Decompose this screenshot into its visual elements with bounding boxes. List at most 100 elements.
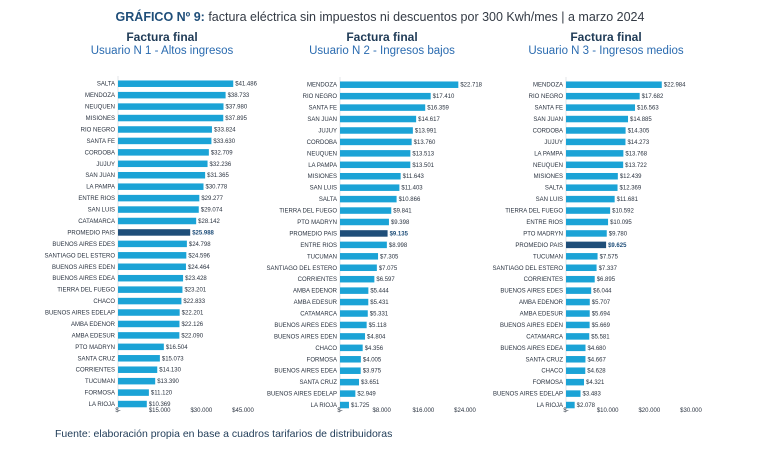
category-label: BUENOS AIRES EDEN [52,265,115,271]
bar [118,400,147,408]
category-label: TIERRA DEL FUEGO [279,209,337,215]
bar-highlight [118,229,191,236]
bar [118,160,208,168]
bar [566,321,590,329]
value-label: $24.596 [188,253,210,259]
category-label: CORDOBA [85,150,115,156]
category-label: CATAMARCA [300,312,337,318]
value-label: $9.625 [608,243,627,249]
chart-title: GRÁFICO Nº 9: factura eléctrica sin impu… [0,10,760,24]
value-label: $2.949 [357,392,376,398]
category-label: NEUQUEN [533,163,563,169]
category-label: NEUQUEN [85,105,115,111]
bar [340,127,413,134]
value-label: $2.078 [577,403,596,409]
x-tick-label: $45.000 [232,408,254,414]
value-label: $10.369 [149,402,171,408]
x-tick-label: $16.000 [412,408,434,414]
value-label: $12.369 [620,186,642,192]
category-label: BUENOS AIRES EDEA [500,346,563,352]
category-label: SANTA FE [86,139,115,145]
category-label: TIERRA DEL FUEGO [57,288,115,294]
x-tick-label: $30.000 [680,408,702,414]
value-label: $15.073 [162,356,184,362]
bar [118,103,224,110]
panel-title: Factura final [570,30,642,44]
value-label: $16.359 [427,106,449,112]
category-label: BUENOS AIRES EDES [274,323,337,329]
value-label: $3.483 [583,392,602,398]
category-label: AMBA EDESUR [72,333,116,339]
bar [340,321,367,329]
panel-subtitle: Usuario N 1 - Altos ingresos [90,45,234,57]
bar [118,171,206,179]
bar [340,184,400,191]
value-label: $22.718 [460,83,482,89]
x-tick-label: $- [337,408,342,414]
value-label: $7.075 [379,266,398,272]
category-label: SAN JUAN [533,117,563,123]
value-label: $11.643 [403,174,425,180]
value-label: $14.885 [630,117,652,123]
value-label: $23.201 [184,288,206,294]
category-label: PROMEDIO PAIS [289,231,337,237]
bar [340,367,361,374]
bar [566,298,590,306]
value-label: $33.630 [213,139,235,145]
value-label: $6.895 [597,277,616,283]
category-label: SALTA [97,82,115,88]
category-label: SAN JUAN [307,117,337,123]
category-label: TIERRA DEL FUEGO [505,209,563,215]
bar [566,161,624,169]
bar [340,287,369,294]
value-label: $9.398 [391,220,410,226]
chart-title-text: factura eléctrica sin impuestos ni descu… [208,10,645,24]
value-label: $9.841 [393,209,412,215]
bar [340,390,356,397]
panel-title: Factura final [346,30,418,44]
category-label: SALTA [319,197,337,203]
category-label: SANTA FE [308,106,337,112]
category-label: AMBA EDENOR [293,289,338,295]
value-label: $7.305 [380,254,399,260]
bar [566,104,636,111]
panel-subtitle: Usuario N 3 - Ingresos medios [528,45,684,57]
bar [340,150,411,157]
category-label: CORRIENTES [298,277,337,283]
value-label: $14.273 [627,140,649,146]
value-label: $13.768 [625,151,647,157]
bar [340,333,366,340]
bar [118,183,204,190]
value-label: $11.681 [617,197,639,203]
value-label: $22.126 [181,322,203,328]
category-label: FORMOSA [85,391,115,397]
bar [566,344,586,352]
value-label: $10.866 [399,197,421,203]
bar [340,241,387,249]
bar [340,275,375,283]
category-label: BUENOS AIRES EDEA [52,276,115,282]
category-label: MENDOZA [307,83,337,89]
value-label: $5.669 [592,323,611,329]
bar [118,286,183,293]
bar [340,161,411,169]
value-label: $31.365 [207,173,229,179]
bar [566,172,618,180]
category-label: LA PAMPA [534,151,563,157]
bar [566,275,595,283]
category-label: MISIONES [534,174,563,180]
category-label: SAN JUAN [85,173,115,179]
value-label: $24.464 [188,265,210,271]
value-label: $22.984 [664,83,686,89]
category-label: BUENOS AIRES EDES [52,242,115,248]
value-label: $1.725 [351,403,370,409]
bar [118,217,197,225]
value-label: $4.680 [588,346,607,352]
value-label: $13.991 [415,128,437,134]
category-label: CORRIENTES [524,277,563,283]
x-tick-label: $- [563,408,568,414]
x-tick-label: $8.000 [372,408,391,414]
bar [566,207,611,214]
x-tick-label: $24.000 [454,408,476,414]
